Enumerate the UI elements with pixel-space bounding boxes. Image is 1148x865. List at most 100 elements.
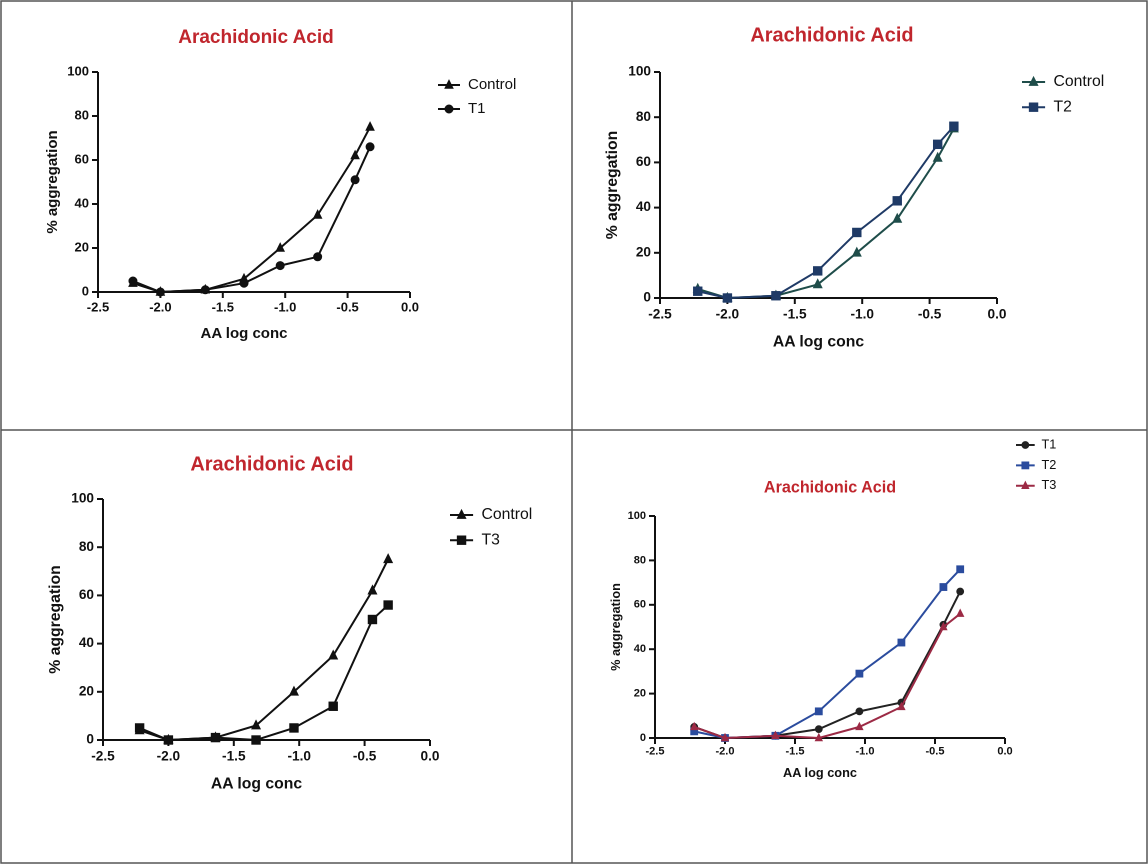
x-tick-label: -2.5 [645,746,664,758]
marker [200,285,210,295]
chart-title: Arachidonic Acid [178,27,334,48]
y-tick-label: 80 [75,107,89,122]
marker [251,735,261,745]
x-axis-label: AA log conc [773,333,865,350]
x-tick-label: 0.0 [988,306,1007,321]
marker [851,246,862,257]
marker [852,227,862,238]
series-line [139,604,389,742]
y-axis-label: % aggregation [608,583,623,671]
marker [367,584,378,595]
legend-label: T1 [468,100,486,117]
x-tick-label: -0.5 [336,299,358,314]
marker [814,707,823,716]
x-tick-label: 0.0 [421,748,440,763]
marker [956,587,965,596]
series-line [693,568,961,740]
marker [134,723,145,733]
marker [456,535,467,545]
x-tick-label: -1.0 [274,299,296,314]
legend-label: T3 [482,531,501,548]
legend-label: Control [1054,73,1105,90]
marker [275,261,285,271]
x-tick-label: -2.5 [87,299,109,314]
y-tick-label: 100 [67,63,89,78]
x-tick-label: -1.0 [287,748,311,763]
marker [367,614,378,625]
y-tick-label: 20 [79,683,95,698]
series-line [697,128,955,300]
chart: Arachidonic Acid 0 20 40 60 80 100 -2.5 -2.0 -1.5… [44,27,516,342]
marker [693,286,703,296]
marker [855,669,864,678]
marker [892,196,902,206]
legend-label: T2 [1054,98,1072,115]
marker [383,553,394,564]
x-tick-label: -0.5 [353,748,377,763]
marker [855,707,864,716]
marker [812,278,823,289]
marker [155,287,165,297]
marker [956,565,965,574]
marker [288,685,299,696]
series-line [132,146,371,294]
marker [1021,461,1030,470]
x-tick-label: -2.0 [149,299,171,314]
legend-label: T2 [1042,457,1057,472]
marker [210,732,221,743]
marker [932,151,943,162]
y-tick-label: 60 [75,151,89,166]
marker [939,583,948,591]
marker [813,266,823,276]
marker [722,293,733,303]
marker [814,732,824,742]
x-tick-label: -2.5 [91,748,115,763]
legend-label: Control [482,506,533,523]
marker [1028,75,1039,86]
marker [328,649,339,660]
y-tick-label: 20 [634,688,646,700]
series-line [697,125,955,300]
marker [163,735,174,745]
marker [855,721,864,731]
marker [313,252,323,262]
marker [892,212,903,223]
chart-title: Arachidonic Acid [190,453,353,475]
y-tick-label: 100 [628,64,651,79]
x-tick-label: 0.0 [401,299,419,314]
series-line [132,126,371,294]
marker [932,139,943,150]
x-tick-label: 0.0 [997,746,1012,758]
chart: Arachidonic Acid 0 20 40 60 80 100 -2.5 -2.0 -1.5… [47,453,532,792]
x-axis-label: AA log conc [211,775,303,792]
x-tick-label: -2.0 [157,748,181,763]
marker [1021,441,1030,449]
y-tick-label: 100 [71,491,94,506]
y-tick-label: 0 [640,732,646,744]
marker [897,701,906,711]
marker [444,104,454,114]
marker [289,723,299,733]
x-tick-label: -0.5 [925,746,944,758]
x-tick-label: -1.0 [855,746,874,758]
y-tick-label: 20 [75,239,89,254]
y-tick-label: 80 [79,539,95,554]
series-line [693,591,962,740]
chart-title: Arachidonic Acid [750,24,913,46]
marker [949,121,959,131]
marker [350,175,360,185]
legend-label: Control [468,76,516,93]
y-tick-label: 0 [86,732,94,747]
marker [955,608,965,617]
x-tick-label: -1.5 [222,748,246,763]
x-tick-label: -2.0 [715,746,734,758]
marker [312,209,323,219]
marker [720,732,730,742]
x-axis-label: AA log conc [201,325,288,342]
y-tick-label: 80 [634,554,646,566]
y-tick-label: 60 [636,154,652,169]
y-tick-label: 20 [636,244,652,259]
marker [1021,480,1030,490]
